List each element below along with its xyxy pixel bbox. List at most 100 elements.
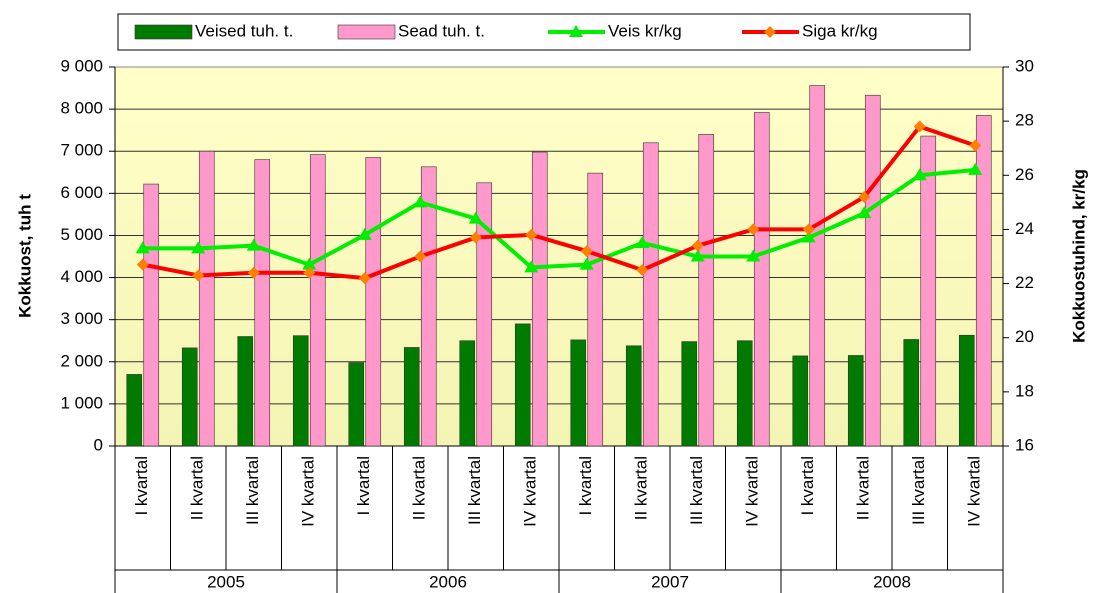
line [142,167,976,270]
bar [681,341,698,447]
legend-swatch [337,24,396,40]
line-marker [691,239,704,252]
line-marker [858,190,871,203]
legend-label: Veised tuh. t. [195,21,293,40]
y2-tick-label: 28 [1015,111,1034,130]
line-marker [525,228,538,241]
bar [237,336,254,447]
legend-label: Veis kr/kg [608,21,682,40]
x-tick-label: III kvartal [909,456,928,525]
line-marker [580,245,593,258]
line-marker [635,235,650,248]
bar [587,172,604,447]
legend-marker [764,26,776,38]
y2-tick-label: 22 [1015,273,1034,292]
bar [625,345,642,447]
line-marker [747,223,760,236]
bar [958,334,975,447]
x-tick-label: IV kvartal [743,456,762,527]
line-marker [135,241,150,254]
line-marker [413,195,428,208]
bar [181,347,198,447]
x-tick-label: IV kvartal [299,456,318,527]
bar [642,142,659,447]
bar [459,340,476,447]
bar [864,94,881,447]
x-tick-label: I kvartal [132,456,151,516]
y2-tick-label: 30 [1015,56,1034,75]
y-tick-label: 2 000 [60,351,103,370]
y-tick-label: 5 000 [60,225,103,244]
bar [365,157,382,447]
line [142,124,976,281]
bar [198,150,215,447]
legend-swatch [134,24,193,40]
bar [143,183,160,447]
bar [753,112,770,447]
y2-axis-title: Kokkuostuhind, kr/kg [1069,169,1088,343]
y-tick-label: 9 000 [60,56,103,75]
legend-marker [569,25,583,37]
bar [847,355,864,447]
line-marker [191,241,206,254]
x-tick-label: II kvartal [854,456,873,520]
bar [531,151,548,447]
x-group-label: 2005 [207,572,245,591]
y2-tick-label: 16 [1015,435,1034,454]
bar [698,134,715,447]
line-marker [912,168,927,181]
bar [514,323,531,447]
line-marker [192,269,205,282]
x-tick-label: I kvartal [798,456,817,516]
y-tick-label: 8 000 [60,99,103,118]
y2-tick-label: 26 [1015,165,1034,184]
bar [975,115,992,447]
x-tick-label: III kvartal [243,456,262,525]
x-tick-label: II kvartal [632,456,651,520]
bar [403,347,420,447]
line-marker [303,266,316,279]
line-marker [579,257,594,270]
bar [309,154,326,447]
y2-tick-label: 20 [1015,327,1034,346]
bar [570,339,587,447]
y2-tick-label: 18 [1015,381,1034,400]
y-tick-label: 6 000 [60,183,103,202]
legend-label: Siga kr/kg [802,21,878,40]
y-axis-title: Kokkuost, tuh t [15,194,34,318]
bar [254,159,271,447]
bar [920,135,937,447]
line-marker [968,162,983,175]
line-marker [136,258,149,271]
x-group-label: 2006 [429,572,467,591]
line-marker [746,249,761,262]
bar [792,355,809,447]
y2-tick-label: 24 [1015,219,1034,238]
y-tick-label: 3 000 [60,309,103,328]
bar [476,182,493,447]
bar [348,362,365,447]
legend-box [117,13,971,51]
bar [126,374,143,447]
bar [903,339,920,447]
line-marker [414,250,427,263]
y-tick-label: 0 [94,435,103,454]
line-marker [969,139,982,152]
legend-label: Sead tuh. t. [398,21,485,40]
x-tick-label: IV kvartal [521,456,540,527]
x-tick-label: II kvartal [410,456,429,520]
line-marker [357,227,372,240]
line-marker [468,211,483,224]
line-marker [801,230,816,243]
bar [420,166,437,447]
line-marker [247,266,260,279]
x-tick-label: II kvartal [188,456,207,520]
x-tick-label: I kvartal [576,456,595,516]
x-tick-label: I kvartal [354,456,373,516]
x-tick-label: IV kvartal [965,456,984,527]
x-tick-label: III kvartal [465,456,484,525]
line-marker [636,264,649,277]
bar [736,340,753,447]
y-tick-label: 7 000 [60,141,103,160]
